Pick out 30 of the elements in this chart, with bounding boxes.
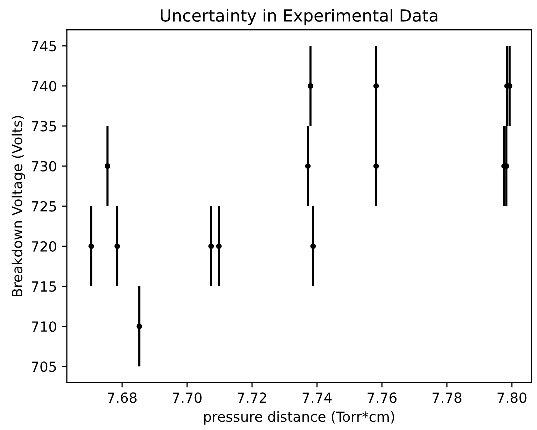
x-tick-label: 7.70 <box>172 392 202 404</box>
point <box>216 244 222 250</box>
y-tick-label: 720 <box>32 241 56 252</box>
y-tick-label: 740 <box>32 81 56 92</box>
x-tick-label: 7.78 <box>432 392 462 404</box>
point <box>305 164 311 170</box>
x-axis-title: pressure distance (Torr*cm) <box>204 411 394 425</box>
x-tick-label: 7.74 <box>302 392 332 403</box>
point <box>136 324 142 330</box>
x-tick-label: 7.68 <box>108 392 137 404</box>
point <box>374 83 380 89</box>
y-tick-label: 705 <box>32 362 56 372</box>
y-tick-label: 745 <box>32 41 56 52</box>
point <box>104 164 111 170</box>
x-tick-label: 7.76 <box>368 392 397 404</box>
y-axis-title: Breakdown Voltage (Volts) <box>12 116 26 296</box>
point <box>308 83 314 89</box>
y-tick-label: 730 <box>32 161 56 172</box>
point <box>88 244 94 250</box>
point <box>374 164 380 170</box>
point <box>310 244 316 250</box>
y-tick-label: 710 <box>32 322 56 332</box>
point <box>114 244 120 250</box>
y-tick-label: 715 <box>32 282 56 292</box>
x-tick-label: 7.72 <box>238 392 266 403</box>
point <box>208 244 214 250</box>
y-tick-label: 725 <box>32 201 56 212</box>
y-tick-label: 735 <box>32 121 56 132</box>
x-tick-label: 7.80 <box>498 392 527 404</box>
chart-title: Uncertainty in Experimental Data <box>161 9 438 26</box>
